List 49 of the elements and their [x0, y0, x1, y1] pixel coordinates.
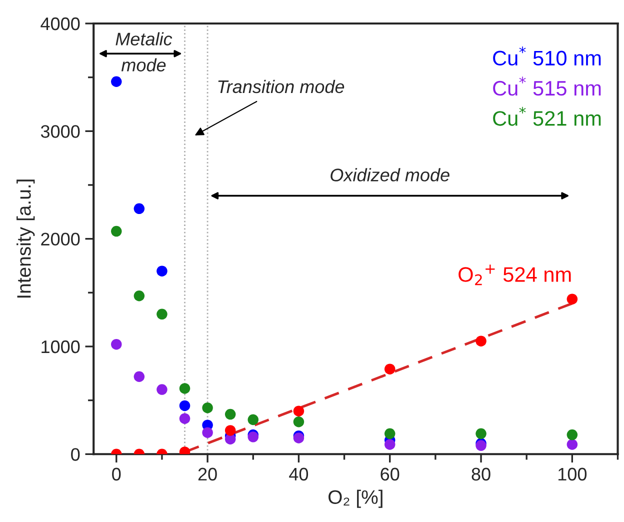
x-tick-label: 20	[198, 468, 217, 481]
point	[224, 425, 236, 436]
x-tick-label: 0	[112, 468, 121, 481]
y-axis-title: Intensity [a.u.]	[16, 180, 35, 298]
point	[224, 408, 236, 420]
point	[248, 432, 259, 442]
point	[134, 203, 145, 214]
y-tick-label: 4000	[40, 17, 80, 30]
point	[566, 439, 578, 450]
point	[156, 384, 168, 395]
x-tick-label: 60	[380, 468, 400, 481]
point	[134, 290, 145, 302]
point	[202, 402, 213, 414]
point	[293, 406, 304, 416]
y-tick-label: 3000	[40, 125, 80, 138]
point	[179, 413, 190, 424]
point	[566, 294, 578, 304]
x-tick-label: 80	[472, 468, 490, 481]
y-tick-label: 0	[71, 448, 80, 461]
point	[566, 429, 578, 440]
x-tick-label: 100	[558, 468, 587, 481]
point	[476, 336, 486, 346]
point	[248, 414, 259, 426]
text: Cu$^{*}$ 521 nm	[493, 106, 601, 126]
point	[293, 432, 304, 444]
point	[134, 371, 145, 382]
annotation: Metalic mode	[116, 32, 172, 72]
point	[202, 427, 213, 438]
x-axis-title: O₂ [%]	[328, 490, 382, 508]
text: Cu$^{*}$ 515 nm	[493, 76, 601, 96]
point	[156, 308, 168, 320]
annotation: Transition mode	[218, 80, 344, 94]
series-label: O$_{2}$$^{+}$ 524 nm	[458, 264, 571, 286]
point	[476, 428, 486, 440]
y-tick-label: 1000	[42, 340, 80, 354]
text: Cu$^{*}$ 510 nm	[493, 46, 601, 66]
point	[111, 226, 122, 237]
y-tick-label: 2000	[41, 232, 80, 246]
point	[384, 364, 396, 374]
point	[384, 439, 396, 450]
point	[156, 266, 168, 276]
point	[179, 400, 190, 412]
point	[111, 338, 122, 350]
point	[111, 76, 122, 88]
point	[384, 428, 396, 440]
x-tick-label: 40	[289, 468, 308, 481]
annotation: Oxidized mode	[330, 168, 450, 182]
point	[179, 383, 190, 394]
point	[293, 416, 304, 428]
